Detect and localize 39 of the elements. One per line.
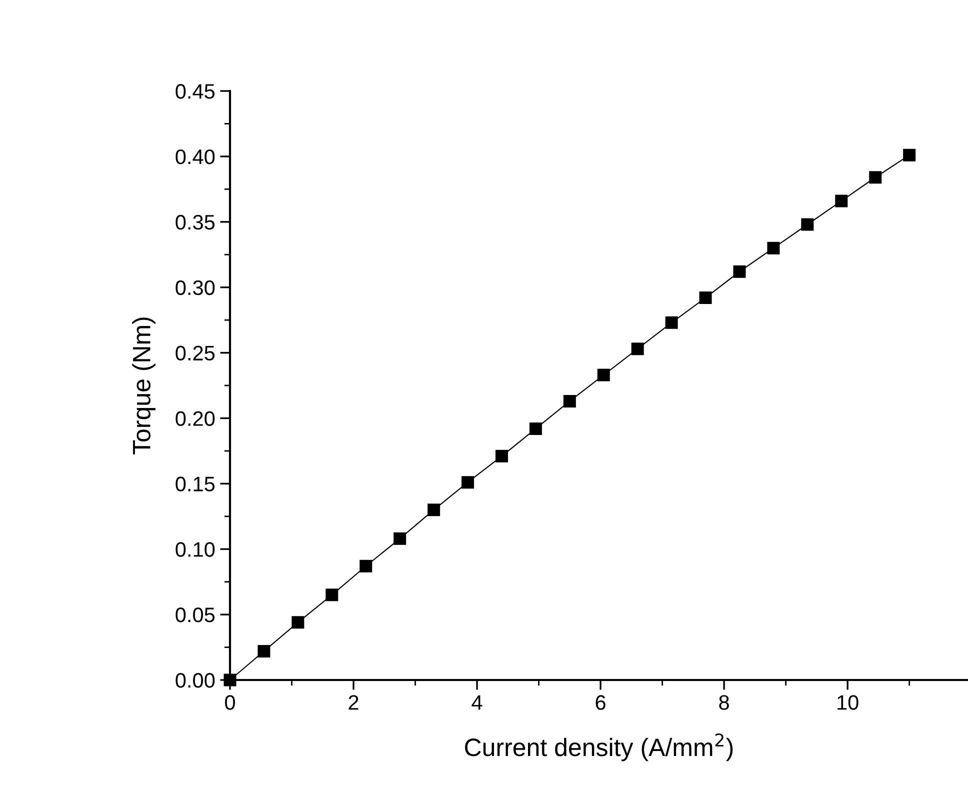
point	[428, 504, 440, 516]
point	[529, 422, 542, 435]
y-tick-label: 0.15	[176, 476, 215, 492]
x-tick-label: 10	[838, 695, 858, 710]
y-tick-label: 0.20	[176, 411, 215, 426]
point	[597, 368, 610, 382]
x-tick-label: 2	[348, 695, 358, 710]
point	[733, 265, 746, 278]
point	[869, 171, 882, 184]
point	[835, 194, 848, 208]
x-axis-title: Current density (A/mm$^{2}$)	[465, 733, 733, 762]
point	[801, 218, 814, 231]
y-tick-label: 0.40	[176, 149, 215, 164]
point	[462, 476, 474, 489]
y-tick-label: 0.35	[176, 214, 215, 230]
y-axis-title: Torque (Nm)	[132, 318, 156, 454]
y-tick-label: 0.05	[176, 608, 215, 622]
x-tick-label: 0	[225, 695, 235, 710]
x-tick-label: 8	[719, 695, 729, 710]
y-tick-label: 0.45	[176, 84, 215, 99]
point	[360, 560, 372, 572]
x-tick-label: 6	[596, 695, 606, 710]
point	[224, 674, 236, 686]
point	[903, 148, 916, 162]
y-tick-label: 0.10	[176, 542, 215, 557]
point	[394, 532, 406, 545]
point	[495, 450, 508, 462]
point	[631, 342, 644, 356]
point	[767, 242, 780, 254]
y-tick-label: 0.30	[176, 280, 215, 296]
point	[665, 316, 678, 329]
point	[258, 644, 270, 658]
point	[699, 292, 712, 304]
y-tick-label: 0.25	[176, 346, 215, 361]
x-tick-label: 4	[472, 695, 482, 710]
y-tick-label: 0.00	[176, 673, 215, 688]
point	[292, 616, 304, 629]
point	[563, 394, 576, 408]
point	[326, 588, 338, 602]
